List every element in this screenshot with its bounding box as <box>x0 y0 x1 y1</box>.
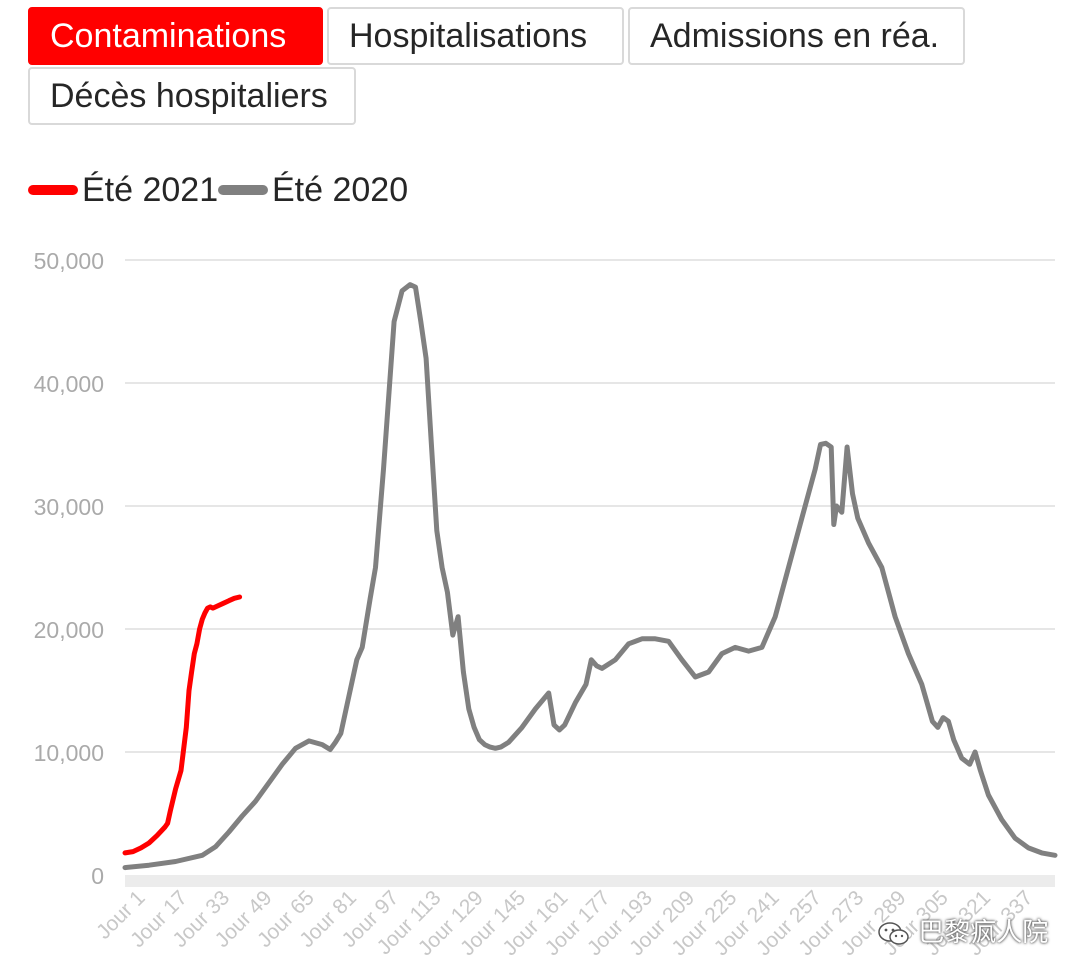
y-tick-label: 30,000 <box>34 494 104 520</box>
series-line <box>122 594 243 856</box>
tab-hospitalisations[interactable]: Hospitalisations <box>327 7 624 65</box>
series-line <box>122 282 1058 871</box>
y-tick-label: 20,000 <box>34 617 104 643</box>
y-tick-label: 50,000 <box>34 248 104 274</box>
legend-label-2021: Été 2021 <box>82 171 219 209</box>
tab-contaminations[interactable]: Contaminations <box>28 7 323 65</box>
tab-deces-hospitaliers[interactable]: Décès hospitaliers <box>28 67 356 125</box>
legend-swatch-2021 <box>28 185 78 195</box>
wechat-icon <box>878 922 909 945</box>
watermark: 巴黎疯人院 <box>877 912 1048 949</box>
x-axis-band <box>125 875 1055 887</box>
y-tick-label: 40,000 <box>34 371 104 397</box>
legend-label-2020: Été 2020 <box>272 171 409 209</box>
tab-admissions-rea[interactable]: Admissions en réa. <box>628 7 965 65</box>
y-tick-label: 0 <box>91 863 104 889</box>
y-tick-label: 10,000 <box>34 740 104 766</box>
legend-swatch-2020 <box>218 185 268 195</box>
watermark-text: 巴黎疯人院 <box>918 917 1049 947</box>
